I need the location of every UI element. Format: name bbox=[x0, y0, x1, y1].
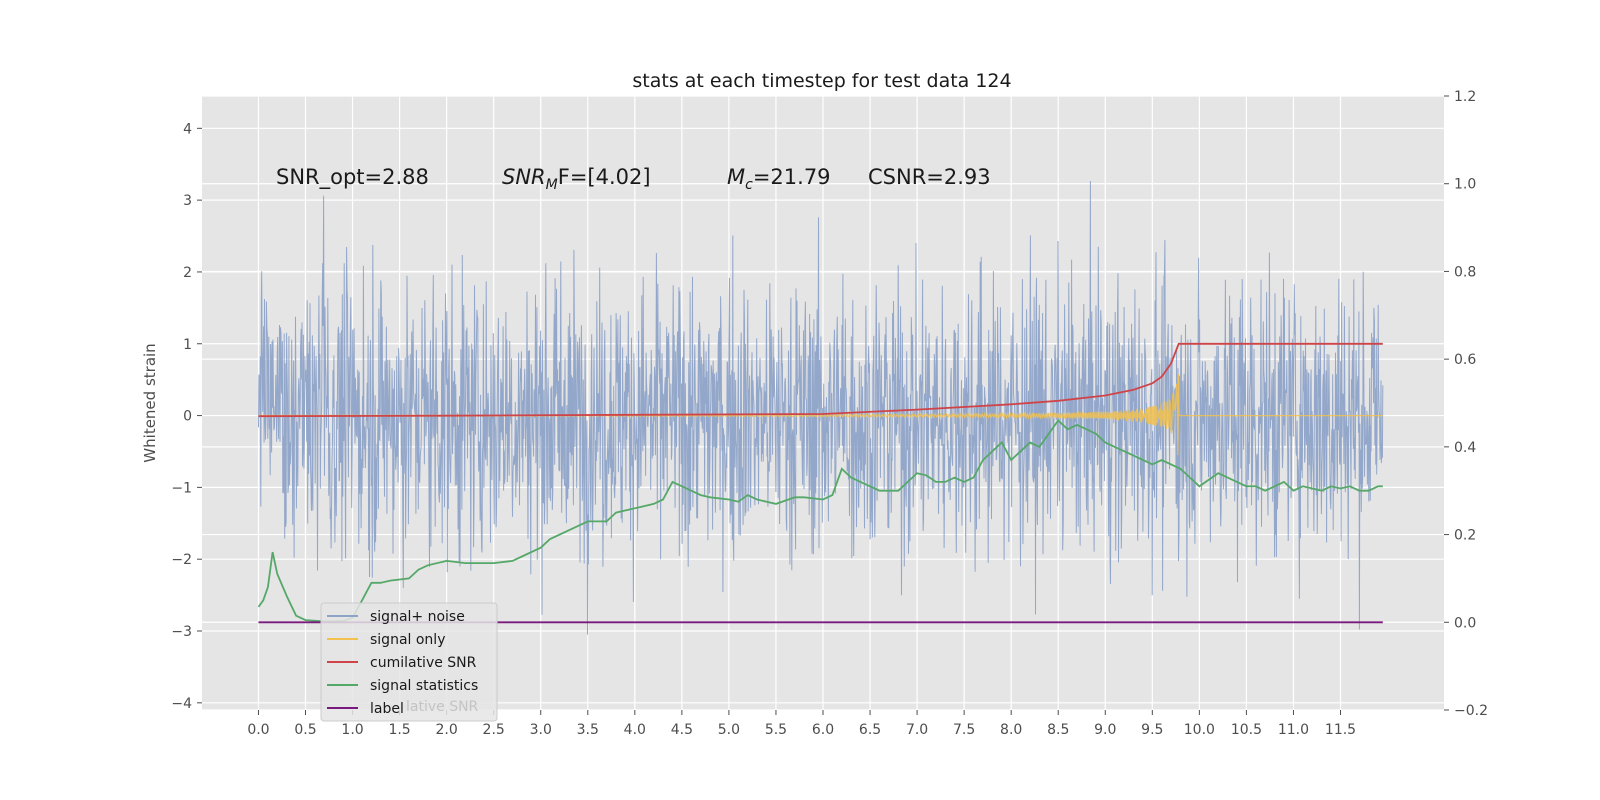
y-tick-label-right: −0.2 bbox=[1454, 703, 1488, 719]
y-tick-label-left: 4 bbox=[183, 121, 192, 137]
x-tick-label: 10.0 bbox=[1184, 722, 1215, 738]
y-tick-label-left: 3 bbox=[183, 193, 192, 209]
x-tick-label: 9.0 bbox=[1094, 722, 1116, 738]
annotation-csnr: CSNR=2.93 bbox=[868, 165, 991, 189]
y-tick-label-left: 1 bbox=[183, 337, 192, 353]
y-tick-label-left: 2 bbox=[183, 265, 192, 281]
x-tick-label: 3.0 bbox=[530, 722, 552, 738]
x-tick-label: 1.0 bbox=[341, 722, 363, 738]
x-tick-label: 10.5 bbox=[1231, 722, 1262, 738]
legend-hidden-fragment: lative SNR bbox=[406, 699, 479, 715]
y-tick-label-left: −2 bbox=[171, 552, 192, 568]
x-tick-label: 7.0 bbox=[906, 722, 928, 738]
x-tick-label: 4.0 bbox=[624, 722, 646, 738]
x-tick-label: 1.5 bbox=[388, 722, 410, 738]
legend-label-cumulative-snr: cumilative SNR bbox=[370, 655, 477, 671]
x-tick-label: 6.0 bbox=[812, 722, 834, 738]
legend-label-signal-statistics: signal statistics bbox=[370, 678, 478, 694]
x-tick-label: 5.5 bbox=[765, 722, 787, 738]
x-tick-label: 7.5 bbox=[953, 722, 975, 738]
x-tick-label: 6.5 bbox=[859, 722, 881, 738]
legend-label-signal-noise: signal+ noise bbox=[370, 609, 465, 625]
x-tick-label: 2.5 bbox=[483, 722, 505, 738]
y-tick-label-left: 0 bbox=[183, 409, 192, 425]
x-tick-label: 0.0 bbox=[247, 722, 269, 738]
line-signal-statistics bbox=[257, 419, 1383, 623]
y-tick-label-left: −4 bbox=[171, 696, 192, 712]
annotation-mc: Mc=21.79 bbox=[727, 165, 831, 193]
legend-label-signal-only: signal only bbox=[370, 632, 445, 648]
x-tick-label: 4.5 bbox=[671, 722, 693, 738]
y-tick-label-right: 1.0 bbox=[1454, 177, 1476, 193]
chart-title: stats at each timestep for test data 124 bbox=[632, 70, 1011, 92]
line-cumulative-snr bbox=[258, 342, 1383, 418]
annotations: SNR_opt=2.88 SNRMF=[4.02] Mc=21.79 CSNR=… bbox=[276, 165, 991, 193]
x-tick-label: 8.0 bbox=[1000, 722, 1022, 738]
y-tick-label-left: −1 bbox=[171, 480, 192, 496]
legend-box bbox=[320, 602, 498, 722]
y-tick-label-right: 0.2 bbox=[1454, 528, 1476, 544]
x-tick-label: 11.0 bbox=[1278, 722, 1309, 738]
x-tick-label: 11.5 bbox=[1325, 722, 1356, 738]
y-axis-label: Whitened strain bbox=[141, 343, 159, 462]
y-tick-label-right: 0.8 bbox=[1454, 264, 1476, 280]
x-tick-label: 8.5 bbox=[1047, 722, 1069, 738]
annotation-snr-opt: SNR_opt=2.88 bbox=[276, 165, 429, 190]
y-tick-label-right: 1.2 bbox=[1454, 89, 1476, 105]
line-signal-noise bbox=[258, 180, 1384, 635]
x-tick-label: 5.0 bbox=[718, 722, 740, 738]
series-signal-noise bbox=[258, 180, 1384, 635]
x-tick-label: 2.0 bbox=[436, 722, 458, 738]
legend: lative SNR signal+ noise signal only cum… bbox=[320, 602, 498, 722]
annotation-snr-mf: SNRMF=[4.02] bbox=[502, 165, 651, 193]
y-tick-label-right: 0.4 bbox=[1454, 440, 1476, 456]
y-tick-label-right: 0.6 bbox=[1454, 352, 1476, 368]
y-tick-label-right: 0.0 bbox=[1454, 615, 1476, 631]
y-tick-label-left: −3 bbox=[171, 624, 192, 640]
x-tick-label: 0.5 bbox=[294, 722, 316, 738]
axis-ticks: 0.0 0.5 1.0 1.5 2.0 2.5 3.0 3.5 4.0 4.5 5.0 5.5 6.0 6… bbox=[171, 89, 1488, 738]
x-tick-label: 3.5 bbox=[577, 722, 599, 738]
x-tick-label: 9.5 bbox=[1141, 722, 1163, 738]
legend-label-label: label bbox=[370, 701, 404, 717]
